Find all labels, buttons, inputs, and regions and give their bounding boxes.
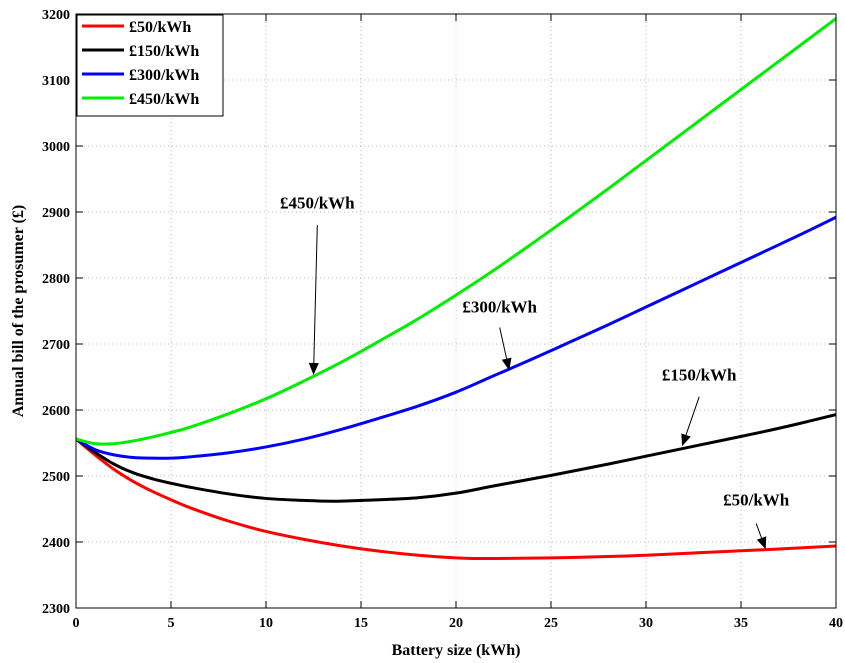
x-tick-label: 30 <box>639 616 653 631</box>
y-tick-label: 2600 <box>42 404 70 419</box>
x-tick-label: 15 <box>354 616 368 631</box>
x-tick-label: 5 <box>168 616 175 631</box>
legend: £50/kWh £150/kWh £300/kWh £450/kWh <box>76 14 224 117</box>
x-tick-label: 40 <box>829 616 843 631</box>
axis-ticks: 0 5 10 15 20 25 30 35 40 2300 2400 2500 2600 2700 2800… <box>42 8 843 631</box>
series-lines <box>76 17 836 561</box>
legend-label-3: £450/kWh <box>129 91 199 108</box>
annotation-arrow-head-2 <box>681 433 691 447</box>
y-tick-label: 2900 <box>42 206 70 221</box>
y-axis-title: Annual bill of the prosumer (£) <box>10 205 27 417</box>
annotation-arrow-head-0 <box>308 362 319 376</box>
x-axis-title: Battery size (kWh) <box>392 642 521 659</box>
annotation-label-1: £300/kWh <box>462 297 537 316</box>
y-tick-label: 2800 <box>42 272 70 287</box>
x-tick-label: 10 <box>259 616 273 631</box>
legend-label-2: £300/kWh <box>129 67 199 84</box>
annotation-label-0: £450/kWh <box>280 194 355 213</box>
annotation-arrow-line-0 <box>313 225 318 364</box>
annotation-arrow-head-1 <box>501 357 512 371</box>
x-tick-label: 25 <box>544 616 558 631</box>
x-tick-label: 35 <box>734 616 748 631</box>
y-tick-label: 3100 <box>42 74 70 89</box>
annotation-label-2: £150/kWh <box>662 365 737 384</box>
y-tick-label: 3200 <box>42 8 70 23</box>
legend-label-1: £150/kWh <box>129 43 199 60</box>
annotation-arrow-head-3 <box>756 536 767 550</box>
y-tick-label: 3000 <box>42 140 70 155</box>
legend-label-0: £50/kWh <box>129 19 191 36</box>
annotations: £450/kWh £300/kWh £150/kWh £50/kWh <box>280 194 790 550</box>
y-tick-label: 2300 <box>42 602 70 617</box>
annotation-arrow-line-2 <box>685 396 700 436</box>
x-tick-label: 0 <box>73 616 80 631</box>
series-line-2 <box>76 215 836 460</box>
annotation-arrow-line-1 <box>499 327 508 359</box>
annotation-label-3: £50/kWh <box>723 491 790 510</box>
x-tick-label: 20 <box>449 616 463 631</box>
series-line-3 <box>76 17 836 446</box>
y-tick-label: 2700 <box>42 338 70 353</box>
series-line-0 <box>76 437 836 561</box>
y-tick-label: 2500 <box>42 470 70 485</box>
annotation-arrow-line-3 <box>755 523 763 539</box>
grid-lines <box>76 14 836 608</box>
y-tick-label: 2400 <box>42 536 70 551</box>
series-line-1 <box>76 413 836 503</box>
